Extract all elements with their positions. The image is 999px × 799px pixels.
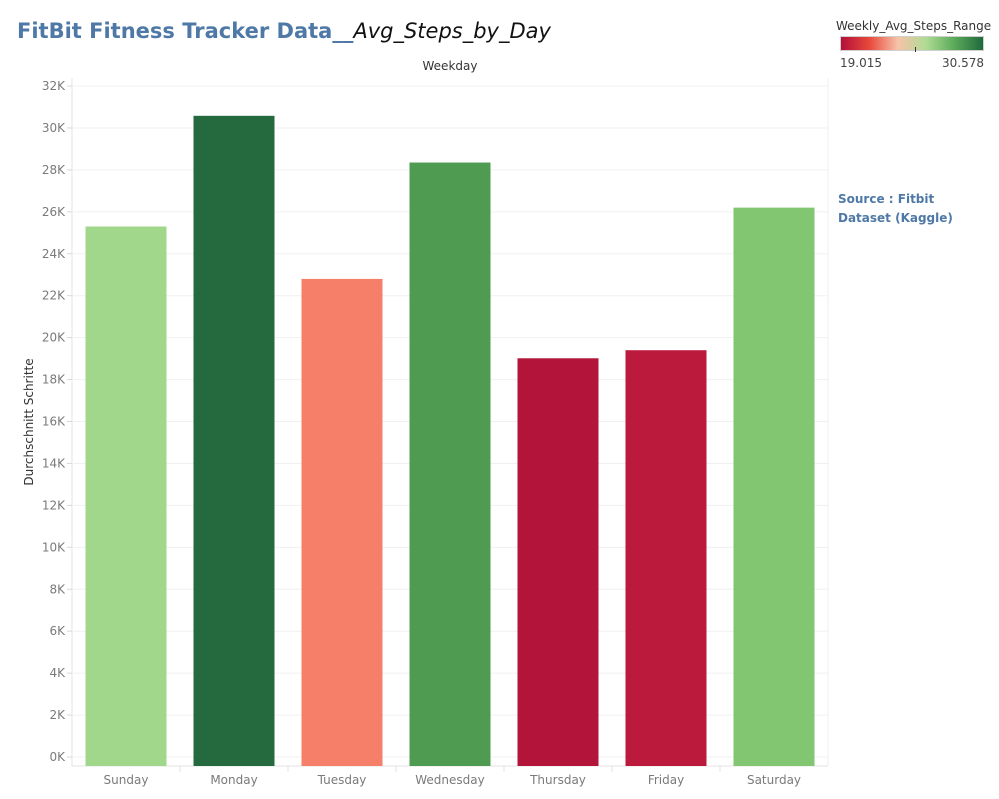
bar-sunday[interactable] (85, 226, 167, 767)
y-tick-label: 32K (42, 79, 66, 93)
x-tick-label: Friday (648, 773, 684, 787)
bar-chart: 0K 2K 4K 6K 8K 10K 12K 14K 16K 18K 20K 22K 24K 26K 28K… (22, 59, 829, 787)
bars (85, 115, 815, 767)
y-tick-label: 14K (42, 456, 66, 470)
bar-wednesday[interactable] (409, 162, 491, 766)
y-tick-label: 26K (42, 205, 66, 219)
y-tick-label: 30K (42, 121, 66, 135)
chart-title: FitBit Fitness Tracker Data__Avg_Steps_b… (17, 19, 551, 43)
x-tick-label: Tuesday (317, 773, 367, 787)
bar-thursday[interactable] (517, 358, 599, 766)
y-tick-label: 4K (49, 666, 66, 680)
y-tick-label: 24K (42, 247, 66, 261)
bar-tuesday[interactable] (301, 278, 383, 766)
source-note: Source : Fitbit Dataset (Kaggle) (838, 192, 953, 225)
legend-gradient (840, 36, 984, 52)
x-tick-label: Thursday (529, 773, 586, 787)
bar-saturday[interactable] (733, 207, 815, 766)
y-axis: 0K 2K 4K 6K 8K 10K 12K 14K 16K 18K 20K 22K 24K 26K 28K… (42, 79, 72, 764)
y-tick-label: 18K (42, 373, 66, 387)
x-axis-title: Weekday (423, 59, 478, 73)
y-tick-label: 10K (42, 540, 66, 554)
y-tick-label: 20K (42, 331, 66, 345)
x-tick-label: Sunday (104, 773, 149, 787)
bar-monday[interactable] (193, 115, 275, 766)
y-tick-label: 12K (42, 498, 66, 512)
color-legend: Weekly_Avg_Steps_Range 19.015 30.578 (836, 19, 994, 70)
bar-friday[interactable] (625, 350, 707, 766)
y-tick-label: 6K (49, 624, 66, 638)
title-sub: Avg_Steps_by_Day (353, 19, 551, 43)
y-tick-label: 0K (49, 750, 66, 764)
legend-min-label: 19.015 (840, 56, 882, 70)
y-axis-title: Durchschnitt Schritte (22, 358, 36, 485)
legend-marker (915, 47, 916, 52)
y-tick-label: 16K (42, 415, 66, 429)
y-tick-label: 28K (42, 163, 66, 177)
x-tick-label: Saturday (747, 773, 801, 787)
y-tick-label: 22K (42, 289, 66, 303)
x-tick-label: Monday (210, 773, 257, 787)
legend-title: Weekly_Avg_Steps_Range (836, 19, 992, 33)
y-tick-label: 2K (49, 708, 66, 722)
x-tick-label: Wednesday (415, 773, 484, 787)
title-main: FitBit Fitness Tracker Data__ (17, 19, 354, 43)
x-axis: Sunday Monday Tuesday Wednesday Thursday Frid… (104, 766, 801, 787)
legend-max-label: 30.578 (942, 56, 984, 70)
y-tick-label: 8K (49, 582, 66, 596)
